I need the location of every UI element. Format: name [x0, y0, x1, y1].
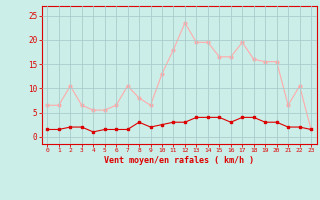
X-axis label: Vent moyen/en rafales ( km/h ): Vent moyen/en rafales ( km/h ) — [104, 156, 254, 165]
